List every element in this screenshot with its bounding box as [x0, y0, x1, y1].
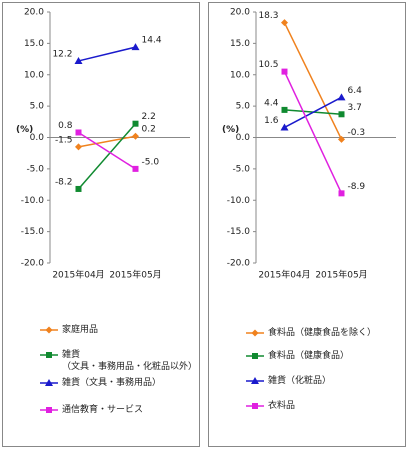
y-tick-label: 15.0: [24, 39, 44, 49]
data-label: -8.9: [348, 182, 366, 192]
marker: [337, 93, 346, 101]
y-tick-label: 20.0: [24, 8, 44, 18]
marker: [281, 68, 288, 75]
marker: [252, 403, 258, 409]
y-tick-label: -20.0: [21, 259, 45, 269]
marker: [45, 379, 53, 386]
marker: [46, 407, 52, 413]
data-label: -5.0: [142, 157, 160, 167]
data-label: 6.4: [348, 86, 363, 96]
y-tick-label: -5.0: [26, 164, 44, 174]
series-line: [284, 96, 342, 129]
marker: [251, 377, 259, 384]
marker: [75, 143, 82, 151]
chart-frame: [2, 2, 200, 447]
marker: [74, 56, 83, 64]
data-label: 3.7: [348, 103, 362, 113]
marker: [132, 120, 139, 127]
marker: [338, 111, 345, 118]
data-label: 4.4: [264, 98, 279, 108]
legend-label: 雑貨 （文具・事務用品・化粧品以外）: [62, 350, 198, 372]
series-line: [77, 123, 137, 190]
series-line: [283, 22, 343, 140]
marker: [280, 123, 289, 131]
marker: [132, 165, 139, 172]
y-tick-label: -20.0: [227, 259, 251, 269]
y-tick-label: 0.0: [30, 133, 45, 143]
legend-label: 食料品（健康食品）: [268, 351, 350, 361]
marker: [281, 19, 288, 27]
data-label: 12.2: [52, 49, 72, 59]
x-tick-label: 2015年04月: [258, 269, 310, 281]
marker: [132, 132, 139, 140]
series-line: [78, 46, 136, 62]
y-tick-label: 5.0: [236, 102, 251, 112]
data-label: -1.5: [55, 135, 73, 145]
data-label: 18.3: [258, 11, 278, 21]
x-tick-label: 2015年04月: [52, 269, 104, 281]
y-tick-label: -5.0: [232, 164, 250, 174]
marker: [251, 329, 259, 337]
y-tick-label: 10.0: [24, 70, 44, 80]
marker: [75, 185, 82, 192]
series-line: [78, 131, 136, 170]
data-label: -8.2: [55, 177, 73, 187]
data-label: -0.3: [348, 128, 366, 138]
marker: [338, 135, 345, 143]
data-label: 0.8: [58, 121, 73, 131]
marker: [131, 43, 140, 51]
data-label: 14.4: [142, 36, 162, 46]
y-tick-label: 20.0: [230, 8, 250, 18]
x-tick-label: 2015年05月: [315, 269, 367, 281]
marker: [252, 353, 258, 359]
y-tick-label: 10.0: [230, 70, 250, 80]
y-tick-label: -15.0: [21, 227, 45, 237]
y-tick-label: -15.0: [227, 227, 251, 237]
legend-label: 通信教育・サービス: [62, 405, 144, 415]
marker: [338, 190, 345, 197]
marker: [75, 129, 82, 136]
y-tick-label: -10.0: [21, 196, 45, 206]
data-label: 1.6: [264, 116, 279, 126]
y-tick-label: 5.0: [30, 102, 45, 112]
marker: [45, 326, 53, 334]
series-line: [78, 135, 136, 148]
y-axis-label: (%): [222, 125, 239, 135]
data-label: 0.2: [142, 125, 156, 135]
chart-frame: [208, 2, 406, 447]
data-label: 10.5: [258, 60, 278, 70]
y-axis-label: (%): [16, 125, 33, 135]
marker: [281, 106, 288, 113]
data-label: 2.2: [142, 112, 156, 122]
legend-label: 衣料品: [268, 401, 296, 411]
legend-label: 雑貨（文具・事務用品）: [62, 378, 162, 388]
x-tick-label: 2015年05月: [109, 269, 161, 281]
y-tick-label: 15.0: [230, 39, 250, 49]
legend-label: 家庭用品: [62, 325, 99, 335]
y-tick-label: -10.0: [227, 196, 251, 206]
legend-label: 食料品（健康食品を除く）: [268, 328, 377, 338]
series-line: [283, 71, 343, 194]
y-tick-label: 0.0: [236, 133, 251, 143]
marker: [46, 352, 52, 358]
legend-label: 雑貨（化粧品）: [268, 376, 332, 386]
